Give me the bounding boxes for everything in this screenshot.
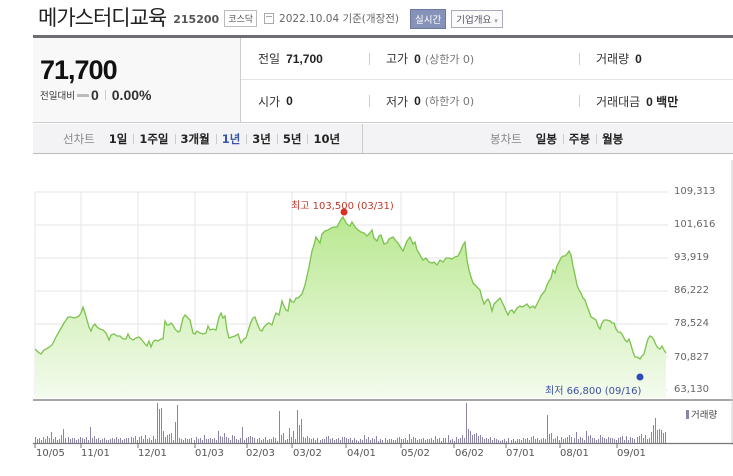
x-tick: 01/03: [195, 448, 224, 459]
candle-chart-label: 봉차트: [490, 131, 522, 146]
stat-key: 고가: [386, 52, 409, 66]
volume-legend-label: 거래량: [691, 410, 718, 421]
stat-key: 저가: [386, 94, 409, 109]
current-price-box: 71,700 전일대비 0 0.00%: [33, 38, 241, 122]
stat-value: 71,700: [286, 51, 323, 66]
x-tick: 08/01: [560, 448, 589, 459]
y-tick: 109,313: [674, 186, 716, 197]
y-tick: 93,919: [674, 252, 709, 263]
price-chart[interactable]: 109,313 101,616 93,919 86,222 78,524 70,…: [0, 155, 733, 476]
calendar-icon: [264, 13, 275, 24]
y-tick: 86,222: [674, 285, 709, 296]
x-tick: 07/01: [506, 448, 535, 459]
line-chart-tabs: 선차트 1일 1주일 3개월 1년 3년 5년 10년: [33, 124, 363, 153]
x-tick: 04/01: [347, 448, 376, 459]
stat-key: 전일: [258, 52, 281, 66]
change-label: 전일대비: [40, 91, 75, 102]
tab-10year[interactable]: 10년: [307, 131, 346, 147]
stat-sub: (하한가 0): [424, 95, 475, 108]
x-tick: 05/02: [401, 448, 430, 459]
low-value: 66,800: [566, 386, 602, 397]
tab-3year[interactable]: 3년: [246, 131, 277, 147]
stat-key: 시가: [258, 94, 281, 109]
stats-grid: 전일 71,700 고가 0 (상한가 0) 거래량 0 시가 0 저가 0 (하한가 0) …: [241, 38, 733, 122]
tab-3month[interactable]: 3개월: [174, 131, 216, 147]
stat-key: 거래대금: [596, 94, 641, 109]
change-percent: 0.00%: [111, 87, 152, 103]
volume-legend: 거래량: [686, 407, 717, 421]
high-date: (03/31): [357, 201, 394, 212]
stat-key: 거래량: [596, 52, 630, 66]
x-tick: 09/01: [617, 448, 646, 459]
tab-monthly[interactable]: 월봉: [596, 131, 629, 147]
chevron-down-icon: ▾: [494, 16, 498, 25]
flat-change-icon: [76, 93, 89, 97]
x-tick: 11/01: [81, 448, 110, 459]
low-date: (09/16): [604, 386, 642, 397]
tab-1year[interactable]: 1년: [215, 131, 247, 147]
low-label: 최저: [545, 386, 564, 397]
high-value: 103,500: [312, 201, 354, 212]
tab-weekly[interactable]: 주봉: [562, 131, 596, 147]
candle-chart-tabs: 봉차트 일봉 주봉 월봉: [363, 124, 733, 153]
y-tick: 78,524: [674, 318, 709, 329]
stat-trading-value: 거래대금 0 백만: [579, 80, 733, 122]
divider: [104, 90, 106, 100]
high-annotation: 최고 103,500 (03/31): [291, 197, 394, 212]
stat-low: 저가 0 (하한가 0): [369, 80, 579, 122]
stat-value: 0: [286, 94, 293, 108]
tab-1day[interactable]: 1일: [108, 131, 128, 146]
company-overview-dropdown[interactable]: 기업개요 ▾: [451, 9, 503, 28]
stat-value: 0: [414, 51, 421, 66]
price-summary: 71,700 전일대비 0 0.00% 전일 71,700 고가 0 (상한가 0) …: [33, 35, 733, 123]
x-tick: 06/02: [455, 448, 484, 459]
tab-daily[interactable]: 일봉: [535, 131, 557, 146]
change-value: 0: [90, 87, 99, 103]
stock-header: 메가스터디교육 215200 코스닥 2022.10.04 기준(개장전) 실시…: [38, 4, 503, 30]
tab-5year[interactable]: 5년: [276, 131, 308, 147]
stat-value: 0: [414, 94, 421, 108]
tab-1week[interactable]: 1주일: [133, 131, 174, 147]
chart-tabs: 선차트 1일 1주일 3개월 1년 3년 5년 10년 봉차트 일봉 주봉 월봉: [33, 124, 733, 154]
x-tick: 03/02: [293, 448, 322, 459]
x-tick: 10/05: [36, 448, 65, 459]
y-tick: 70,827: [674, 352, 709, 363]
stock-name: 메가스터디교육: [38, 6, 167, 30]
y-tick: 63,130: [674, 384, 709, 395]
stat-sub: (상한가 0): [424, 52, 475, 66]
volume-swatch-icon: [686, 409, 689, 419]
x-tick: 02/03: [246, 448, 275, 459]
market-badge: 코스닥: [224, 10, 258, 27]
stat-prev-close: 전일 71,700: [241, 38, 369, 80]
x-tick: 12/01: [138, 448, 167, 459]
stat-open: 시가 0: [241, 80, 369, 122]
y-tick: 101,616: [674, 219, 716, 230]
stat-value: 0: [635, 51, 642, 66]
chart-canvas: [33, 160, 733, 448]
low-annotation: 최저 66,800 (09/16): [545, 382, 641, 397]
change-row: 전일대비 0 0.00%: [40, 87, 240, 103]
stat-value: 0 백만: [646, 94, 679, 109]
stat-high: 고가 0 (상한가 0): [369, 38, 579, 80]
high-label: 최고: [291, 201, 310, 212]
stock-code: 215200: [173, 13, 220, 26]
base-date: 2022.10.04 기준(개장전): [279, 13, 399, 25]
realtime-button[interactable]: 실시간: [409, 8, 447, 29]
company-overview-label: 기업개요: [456, 14, 492, 26]
line-chart-label: 선차트: [63, 131, 95, 146]
current-price: 71,700: [40, 55, 118, 85]
stat-volume: 거래량 0: [579, 38, 733, 80]
